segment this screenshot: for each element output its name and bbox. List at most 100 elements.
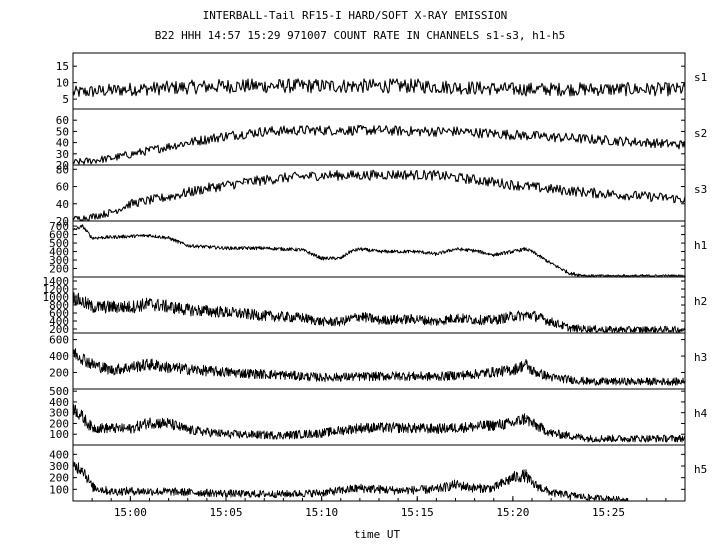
data-point-h1 [531,250,533,253]
data-point-h4 [531,422,533,425]
data-point-h1 [263,247,265,249]
data-point-h4 [129,428,131,430]
data-point-h5 [72,465,74,467]
data-point-h4 [684,437,686,440]
data-point-h4 [512,422,514,425]
data-point-s3 [550,188,552,190]
data-point-h2 [474,319,476,321]
y-tick-label: 20 [56,215,69,228]
data-point-h1 [378,250,380,253]
data-point-h5 [550,492,552,494]
channel-label-h1: h1 [694,239,707,252]
data-point-h3 [684,380,686,383]
data-point-s2 [301,129,304,131]
data-point-h4 [525,417,527,419]
channel-label-s3: s3 [694,183,707,196]
data-point-h2 [148,303,151,305]
y-tick-label: 700 [49,220,69,233]
data-point-h5 [588,496,590,499]
y-tick-label: 100 [49,483,69,496]
data-point-s3 [512,184,514,186]
data-point-h4 [397,427,399,429]
data-point-s1 [321,85,323,87]
y-tick-label: 60 [56,181,69,194]
y-tick-label: 200 [49,323,69,336]
data-point-h3 [110,369,112,371]
data-point-s1 [416,85,418,87]
panel-stack: 51015s12030405060s220406080s320030040050… [43,52,708,502]
data-point-h1 [321,257,323,259]
data-point-h3 [531,370,533,372]
data-point-h2 [263,315,265,317]
y-tick-label: 200 [49,263,69,276]
data-point-s2 [569,137,571,139]
y-tick-label: 300 [49,460,69,473]
data-point-h1 [550,262,552,265]
x-tick-label: 15:10 [305,506,338,519]
data-point-h5 [129,490,131,492]
y-tick-label: 300 [49,254,69,267]
data-point-s2 [493,133,495,135]
data-point-h1 [493,254,495,256]
panel-frame [72,220,686,278]
x-axis-label: time UT [354,528,401,541]
panel-h3: 200 400 600 h3 [49,332,707,390]
data-point-h2 [531,314,533,316]
data-point-s1 [512,88,514,90]
data-point-h2 [569,327,571,329]
channel-label-h4: h4 [694,407,708,420]
series-s1 [72,78,686,97]
data-point-s1 [225,85,227,87]
data-point-h1 [81,225,84,227]
y-tick-label: 200 [49,417,69,430]
data-point-h1 [416,250,418,253]
data-point-s2 [416,130,418,132]
y-tick-label: 80 [56,163,69,176]
series-h3 [72,348,686,386]
data-point-h1 [301,249,304,251]
data-point-h3 [282,374,284,376]
data-point-h1 [340,257,342,259]
y-tick-label: 30 [56,148,69,161]
data-point-h4 [282,434,284,436]
data-point-h5 [282,493,284,495]
y-tick-label: 600 [49,334,69,347]
y-tick-label: 1000 [43,291,70,304]
y-tick-label: 300 [49,407,69,420]
data-point-h3 [435,376,437,378]
data-point-h3 [72,351,74,353]
data-point-h3 [588,380,590,383]
data-point-h3 [148,363,151,365]
data-point-h3 [397,375,399,377]
y-tick-label: 1400 [43,275,70,288]
data-point-h2 [607,329,610,331]
data-point-h1 [512,250,514,253]
y-tick-label: 200 [49,367,69,380]
data-point-h4 [474,426,476,428]
series-s3 [72,169,686,221]
data-point-h4 [225,433,227,435]
data-point-h2 [301,317,304,319]
channel-label-h5: h5 [694,463,707,476]
data-point-s2 [72,162,74,164]
data-point-h1 [168,237,170,239]
panel-frame [72,52,686,110]
data-point-s3 [627,194,629,196]
data-point-h5 [91,486,93,488]
data-point-h1 [525,248,527,250]
data-point-s3 [321,174,323,176]
series-h5 [72,459,628,501]
data-point-h3 [525,363,527,365]
data-point-h3 [512,369,514,371]
data-point-s3 [129,203,131,205]
channel-label-s1: s1 [694,71,707,84]
data-point-h1 [569,273,571,275]
panel-s1: 5 10 15 s1 [56,52,707,110]
data-point-h1 [187,245,189,247]
y-tick-label: 800 [49,299,69,312]
data-point-s2 [148,149,151,152]
data-point-h1 [627,275,629,277]
